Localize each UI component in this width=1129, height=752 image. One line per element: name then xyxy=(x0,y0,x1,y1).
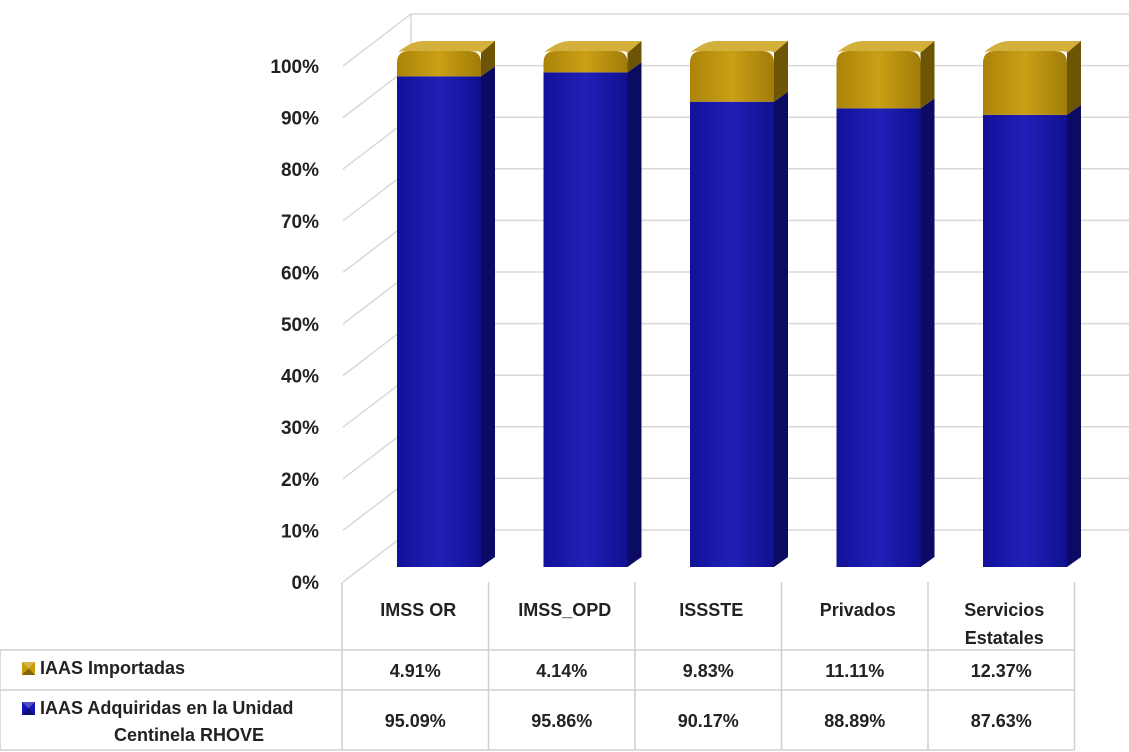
bar-top xyxy=(397,41,495,53)
bar-segment xyxy=(690,91,788,567)
y-tick-label: 20% xyxy=(281,470,319,491)
data-label: 9.83% xyxy=(683,661,734,681)
bar-front xyxy=(543,51,628,73)
data-label: 4.91% xyxy=(390,661,441,681)
data-label: 95.86% xyxy=(531,711,592,731)
y-tick-label: 30% xyxy=(281,418,319,439)
bar-top xyxy=(836,41,935,53)
y-tick-label: 50% xyxy=(281,315,319,336)
bar-front xyxy=(836,108,921,567)
bar-front xyxy=(690,101,774,567)
bar-side xyxy=(920,41,935,109)
legend-label: IAAS Importadas xyxy=(40,658,185,678)
bar-segment xyxy=(836,41,935,109)
category-label: IMSS_OPD xyxy=(518,600,611,620)
bar-front xyxy=(983,114,1067,568)
y-tick-label: 60% xyxy=(281,263,319,284)
bar-side xyxy=(627,62,642,568)
data-label: 88.89% xyxy=(824,711,885,731)
bar-side xyxy=(1067,104,1081,568)
category-label: IMSS OR xyxy=(380,600,456,620)
bar-segment xyxy=(543,62,642,568)
bar-front xyxy=(397,76,481,567)
y-tick-label: 80% xyxy=(281,160,319,181)
bars xyxy=(397,41,1081,568)
bar-top xyxy=(543,41,642,53)
bar-segment xyxy=(397,66,495,567)
legend-swatch xyxy=(22,662,35,675)
y-axis: 0% 10% 20% 30% 40% 50% 60% 70% 80% 90% 100% xyxy=(270,57,319,594)
y-tick-label: 40% xyxy=(281,367,319,388)
bar-segment xyxy=(690,41,788,102)
data-label: 87.63% xyxy=(971,711,1032,731)
legend-swatch xyxy=(22,702,35,715)
bar-side xyxy=(920,98,935,567)
data-label: 95.09% xyxy=(385,711,446,731)
y-tick-label: 90% xyxy=(281,109,319,130)
bar-front xyxy=(836,51,921,109)
category-label: ISSSTE xyxy=(679,600,743,620)
bar-front xyxy=(983,51,1067,115)
gridline-diagonal xyxy=(342,13,412,67)
data-label: 11.11% xyxy=(825,661,884,681)
bar-segment xyxy=(983,104,1081,568)
y-tick-label: 70% xyxy=(281,212,319,233)
bar-segment xyxy=(836,98,935,567)
y-tick-label: 0% xyxy=(292,573,320,594)
bar-side xyxy=(481,66,495,567)
data-label: 12.37% xyxy=(971,661,1032,681)
bar-front xyxy=(397,51,481,77)
bar-top xyxy=(690,41,788,53)
bar-segment xyxy=(397,41,495,77)
category-label: Privados xyxy=(820,600,896,620)
bar-segment xyxy=(543,41,642,73)
y-tick-label: 10% xyxy=(281,521,319,542)
bar-segment xyxy=(983,41,1081,115)
y-tick-label: 100% xyxy=(270,57,319,78)
category-label: Estatales xyxy=(965,628,1044,648)
legend-label: IAAS Adquiridas en la Unidad xyxy=(40,698,293,718)
bar-front xyxy=(690,51,774,102)
bar-top xyxy=(983,41,1081,53)
category-label: Servicios xyxy=(964,600,1044,620)
bar-side xyxy=(774,41,788,102)
bar-side xyxy=(774,91,788,567)
data-label: 4.14% xyxy=(536,661,587,681)
bar-front xyxy=(543,72,628,567)
legend-label: Centinela RHOVE xyxy=(114,725,264,745)
data-label: 90.17% xyxy=(678,711,739,731)
bar-side xyxy=(1067,41,1081,115)
data-table: IMSS OR IMSS_OPD ISSSTE Privados Servicios Es… xyxy=(0,582,1076,751)
